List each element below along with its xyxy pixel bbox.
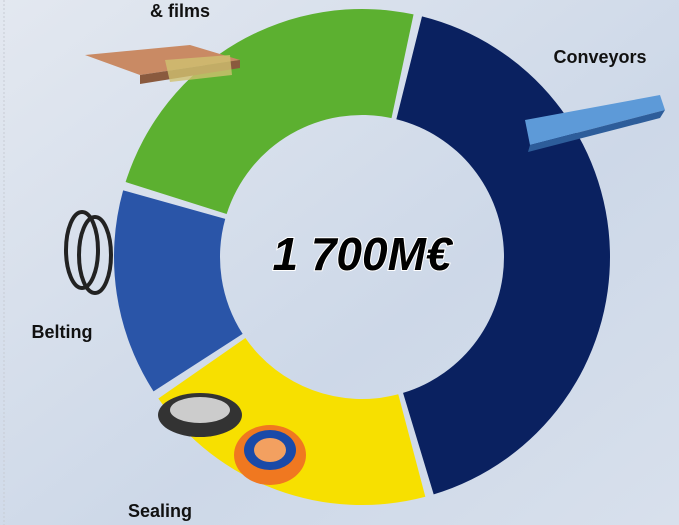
slice-label: Conveyors (553, 47, 646, 67)
donut-slice (114, 190, 243, 392)
slice-label: Belting (32, 322, 93, 342)
donut-slice (158, 338, 426, 505)
belt-illustration (64, 210, 113, 295)
slice-label: & films (150, 1, 210, 21)
film-illustration (85, 45, 240, 84)
donut-slice (125, 8, 414, 215)
seal-illustration (158, 393, 306, 485)
conveyor-illustration (525, 95, 665, 152)
slice-label: Sealing (128, 501, 192, 521)
center-label: 1 700M€ (272, 228, 453, 280)
